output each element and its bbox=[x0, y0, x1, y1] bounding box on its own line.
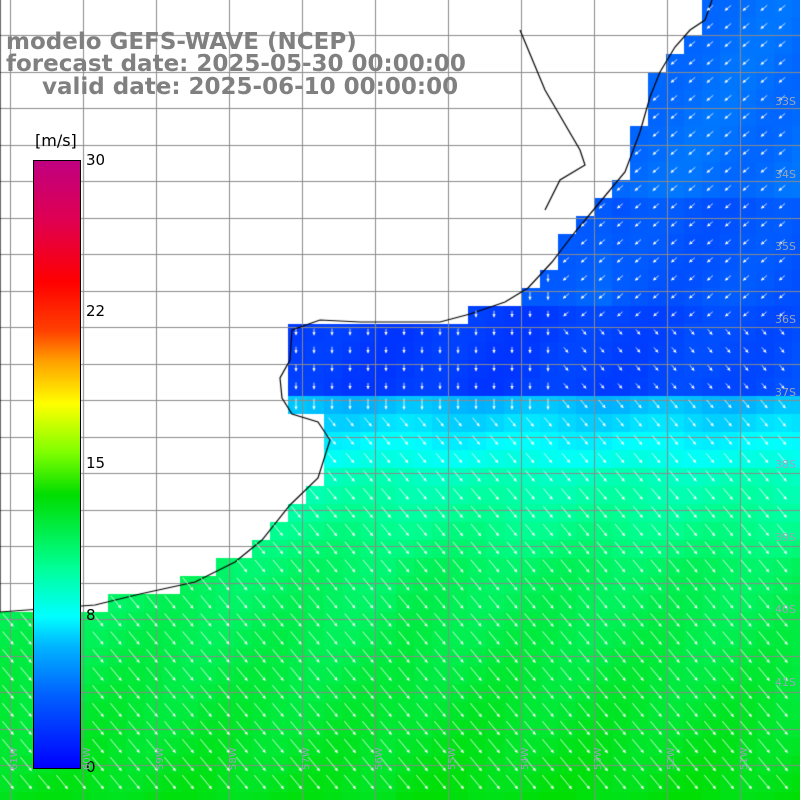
colorbar-unit: [m/s] bbox=[35, 131, 77, 150]
lat-label: 40S bbox=[775, 603, 796, 616]
lon-label: 51W bbox=[739, 747, 750, 770]
lon-label: 54W bbox=[520, 747, 531, 770]
lon-label: 57W bbox=[301, 747, 312, 770]
lat-label: 37S bbox=[775, 386, 796, 399]
colorbar-tick: 22 bbox=[86, 302, 106, 320]
lon-label: 58W bbox=[228, 747, 239, 770]
lat-label: 34S bbox=[775, 168, 796, 181]
colorbar-tick: 30 bbox=[86, 151, 106, 169]
colorbar-tick: 0 bbox=[86, 758, 96, 776]
lat-label: 38S bbox=[775, 458, 796, 471]
forecast-date: forecast date: 2025-05-30 00:00:00 bbox=[6, 51, 466, 77]
colorbar-gradient bbox=[33, 160, 81, 769]
colorbar-tick: 8 bbox=[86, 606, 96, 624]
colorbar-tick: 15 bbox=[86, 454, 106, 472]
lon-label: 52W bbox=[666, 747, 677, 770]
lon-label: 61W bbox=[9, 747, 20, 770]
lat-label: 33S bbox=[775, 95, 796, 108]
lon-label: 56W bbox=[374, 747, 385, 770]
lat-label: 41S bbox=[775, 676, 796, 689]
lat-label: 39S bbox=[775, 531, 796, 544]
lon-label: 59W bbox=[155, 747, 166, 770]
lon-label: 53W bbox=[593, 747, 604, 770]
valid-date: valid date: 2025-06-10 00:00:00 bbox=[42, 74, 459, 100]
lon-label: 55W bbox=[447, 747, 458, 770]
lat-label: 35S bbox=[775, 240, 796, 253]
lon-label: 60W bbox=[82, 747, 93, 770]
lat-label: 36S bbox=[775, 313, 796, 326]
model-title: modelo GEFS-WAVE (NCEP) bbox=[6, 29, 357, 55]
